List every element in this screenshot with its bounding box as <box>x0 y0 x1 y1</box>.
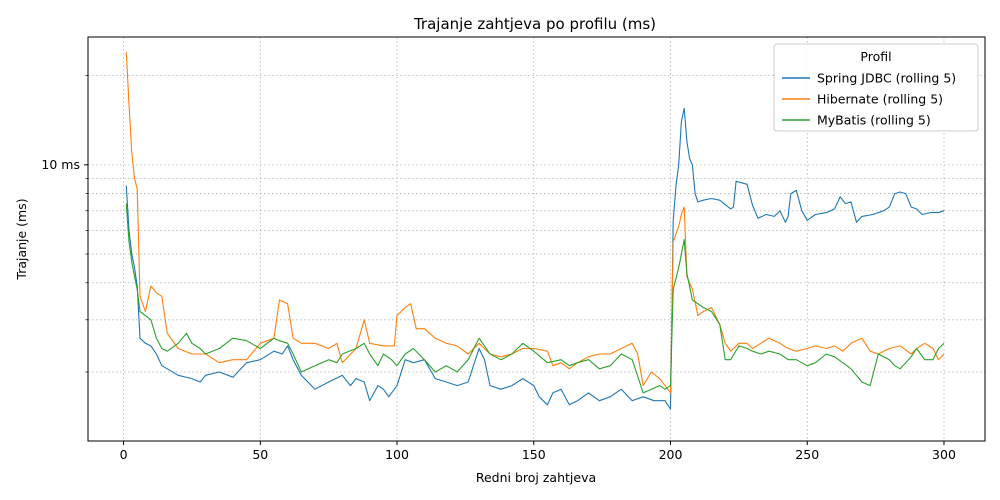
x-tick-label: 300 <box>932 447 956 462</box>
y-axis-label: Trajanje (ms) <box>14 198 29 280</box>
legend-box <box>773 43 979 132</box>
legend-title: Profil <box>860 49 891 64</box>
x-tick-label: 0 <box>120 447 128 462</box>
x-axis-label: Redni broj zahtjeva <box>476 470 596 485</box>
plot-area <box>125 52 945 410</box>
legend-label-2: Hibernate (rolling 5) <box>817 92 943 107</box>
series-line-1 <box>125 107 945 410</box>
series-line-2 <box>125 52 945 394</box>
x-tick-label: 150 <box>522 447 546 462</box>
axis-ticks: 0 50 100 150 200 250 300 10 ms <box>41 75 956 462</box>
chart-title: Trajanje zahtjeva po profilu (ms) <box>413 15 656 33</box>
x-tick-label: 200 <box>659 447 683 462</box>
legend: Profil Spring JDBC (rolling 5) Hibernate … <box>773 43 979 132</box>
legend-label-1: Spring JDBC (rolling 5) <box>817 71 956 86</box>
x-tick-label: 50 <box>252 447 268 462</box>
legend-label-3: MyBatis (rolling 5) <box>817 113 931 128</box>
legend-entries: Spring JDBC (rolling 5) Hibernate (rollin… <box>782 71 956 128</box>
x-tick-label: 100 <box>385 447 409 462</box>
plot-frame <box>87 36 986 442</box>
x-tick-label: 250 <box>795 447 819 462</box>
series-line-3 <box>125 203 945 394</box>
y-tick-label: 10 ms <box>41 157 80 172</box>
